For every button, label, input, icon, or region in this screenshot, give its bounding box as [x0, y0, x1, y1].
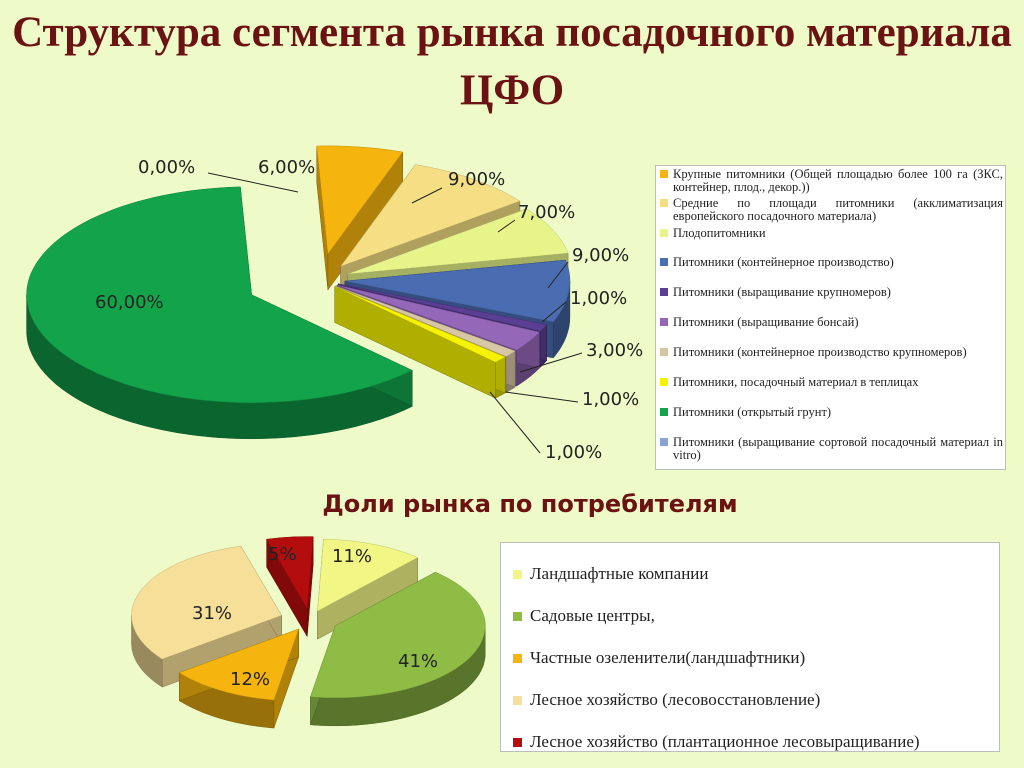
market-pie-leader-line-5 — [519, 352, 583, 373]
consumer-pie-data-label-1: 41% — [398, 651, 438, 672]
consumer-legend-item: Лесное хозяйство (лесовосстановление) — [513, 679, 999, 721]
consumer-legend-label: Садовые центры, — [530, 606, 655, 625]
consumer-pie-slice-1 — [310, 571, 486, 727]
consumer-legend-label: Ландшафтные компании — [530, 564, 709, 583]
market-legend-swatch — [660, 258, 668, 266]
market-pie-data-label-5: 3,00% — [586, 340, 643, 361]
consumer-pie-data-label-0: 11% — [332, 546, 372, 567]
consumer-legend-label: Лесное хозяйство (лесовосстановление) — [530, 690, 821, 709]
market-legend-item: Питомники, посадочный материал в теплица… — [660, 376, 1003, 406]
market-pie-leader-line-4 — [541, 301, 567, 323]
market-pie-data-label-7: 1,00% — [545, 442, 602, 463]
consumer-legend-swatch — [513, 569, 522, 579]
consumer-pie-slice-2 — [178, 628, 300, 729]
consumer-legend-swatch — [513, 611, 522, 621]
market-pie-data-label-9: 0,00% — [138, 157, 195, 178]
consumer-legend-item: Лесное хозяйство (плантационное лесовыра… — [513, 721, 999, 763]
market-legend-swatch — [660, 438, 668, 446]
market-legend-item: Плодопитомники — [660, 227, 1003, 256]
market-pie-leader-line-1 — [411, 187, 443, 204]
market-legend-item: Питомники (выращивание сортовой посадочн… — [660, 436, 1003, 464]
market-legend-label: Средние по площади питомники (акклиматиз… — [673, 196, 1003, 223]
market-legend-swatch — [660, 229, 668, 237]
market-legend-label: Питомники (выращивание сортовой посадочн… — [673, 435, 1003, 462]
market-legend-label: Питомники, посадочный материал в теплица… — [673, 375, 919, 389]
consumer-share-chart-title: Доли рынка по потребителям — [322, 490, 738, 518]
market-legend-label: Питомники (контейнерное производство) — [673, 255, 894, 269]
market-pie-data-label-8: 60,00% — [95, 292, 164, 313]
market-structure-pie-chart: 6,00% 9,00% 7,00% 9,00% 1,00% 3,00% 1,00% 1,00%… — [26, 145, 643, 463]
market-pie-slice-0 — [316, 145, 404, 291]
market-legend-item: Питомники (контейнерное производство) — [660, 256, 1003, 286]
market-legend-item: Питомники (выращивание бонсай) — [660, 316, 1003, 346]
market-pie-leader-line-6 — [504, 391, 579, 403]
consumer-legend-item: Ландшафтные компании — [513, 553, 999, 595]
market-legend-item: Питомники (выращивание крупномеров) — [660, 286, 1003, 316]
market-pie-data-label-1: 9,00% — [448, 169, 505, 190]
page-title: Структура сегмента рынка посадочного мат… — [12, 9, 1012, 114]
consumer-pie-data-label-3: 31% — [192, 603, 232, 624]
consumer-legend-swatch — [513, 695, 522, 705]
market-pie-slice-8 — [26, 186, 413, 440]
consumer-pie-slice-4 — [266, 536, 314, 638]
market-pie-slice-7 — [334, 286, 506, 399]
market-legend-label: Питомники (выращивание крупномеров) — [673, 285, 891, 299]
consumer-share-legend: Ландшафтные компании Садовые центры, Частн… — [500, 542, 1000, 752]
consumer-share-pie-chart: 11% 41% 12% 31% 5% — [131, 536, 486, 729]
consumer-legend-item: Садовые центры, — [513, 595, 999, 637]
market-legend-label: Крупные питомники (Общей площадью более … — [673, 167, 1003, 194]
market-legend-swatch — [660, 348, 668, 356]
consumer-pie-data-label-2: 12% — [230, 669, 270, 690]
market-legend-item: Питомники (контейнерное производство кру… — [660, 346, 1003, 376]
market-legend-swatch — [660, 378, 668, 386]
market-pie-leader-line-9 — [207, 172, 299, 193]
market-legend-label: Питомники (выращивание бонсай) — [673, 315, 859, 329]
consumer-legend-swatch — [513, 737, 522, 747]
market-legend-item: Питомники (открытый грунт) — [660, 406, 1003, 436]
market-pie-data-label-0: 6,00% — [258, 157, 315, 178]
market-legend-swatch — [660, 408, 668, 416]
consumer-legend-label: Частные озеленители(ландшафтники) — [530, 648, 806, 667]
consumer-legend-label: Лесное хозяйство (плантационное лесовыра… — [530, 732, 920, 751]
market-legend-swatch — [660, 318, 668, 326]
market-legend-swatch — [660, 199, 668, 207]
market-pie-leader-line-3 — [547, 261, 569, 289]
market-legend-label: Питомники (контейнерное производство кру… — [673, 345, 967, 359]
market-legend-item: Средние по площади питомники (акклиматиз… — [660, 197, 1003, 227]
market-pie-data-label-6: 1,00% — [582, 389, 639, 410]
consumer-pie-data-label-4: 5% — [268, 544, 297, 565]
market-pie-data-label-4: 1,00% — [570, 288, 627, 309]
market-pie-data-label-2: 7,00% — [518, 202, 575, 223]
market-legend-swatch — [660, 170, 668, 178]
consumer-pie-slice-0 — [317, 538, 419, 640]
market-structure-legend: Крупные питомники (Общей площадью более … — [655, 165, 1006, 470]
market-legend-label: Плодопитомники — [673, 226, 766, 240]
market-pie-data-label-3: 9,00% — [572, 245, 629, 266]
market-legend-item: Крупные питомники (Общей площадью более … — [660, 168, 1003, 197]
market-pie-leader-line-2 — [497, 219, 516, 233]
consumer-legend-swatch — [513, 653, 522, 663]
market-legend-swatch — [660, 288, 668, 296]
consumer-legend-item: Частные озеленители(ландшафтники) — [513, 637, 999, 679]
market-legend-label: Питомники (открытый грунт) — [673, 405, 832, 419]
market-pie-leader-line-7 — [489, 391, 541, 454]
